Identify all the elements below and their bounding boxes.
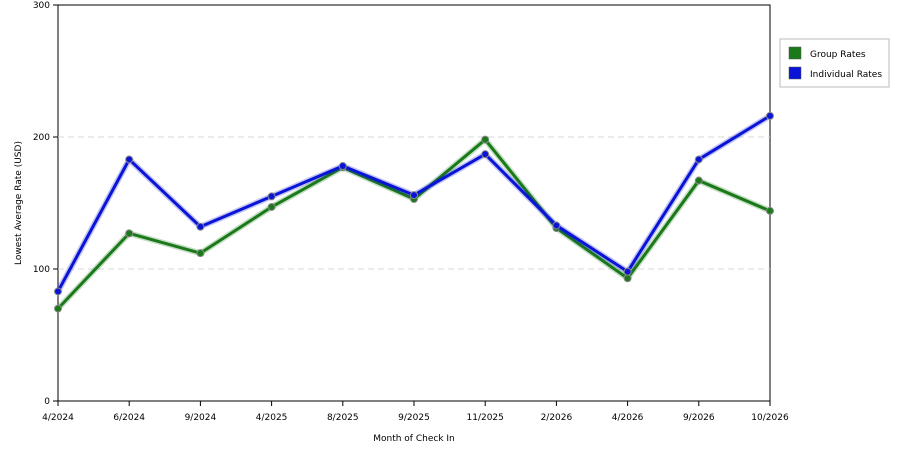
x-tick-label: 4/2024 <box>42 413 74 423</box>
data-point <box>267 202 276 211</box>
data-point <box>267 192 276 201</box>
x-tick-label: 10/2026 <box>751 413 789 423</box>
legend-label-individual-rates: Individual Rates <box>810 70 882 80</box>
y-tick-label: 200 <box>33 133 50 143</box>
y-tick-label: 300 <box>33 1 50 11</box>
x-tick-label: 9/2025 <box>398 413 430 423</box>
x-tick-label: 4/2025 <box>256 413 288 423</box>
data-point <box>766 206 774 215</box>
data-point <box>338 162 347 171</box>
x-tick-label: 6/2024 <box>113 413 145 423</box>
series-lines <box>54 111 774 313</box>
legend: Group Rates Individual Rates <box>779 38 890 88</box>
series-individual-rates <box>54 111 774 296</box>
x-tick-label: 11/2025 <box>467 413 504 423</box>
data-point <box>196 222 205 231</box>
data-point <box>694 176 703 185</box>
y-tick-label: 100 <box>33 265 50 275</box>
data-point <box>54 287 62 296</box>
data-point <box>410 191 418 200</box>
data-point <box>125 155 134 164</box>
x-tick-label: 9/2026 <box>683 413 715 423</box>
x-tick-label: 8/2025 <box>327 413 359 423</box>
axes: 0 100 200 300 4/2024 6/2024 9/2024 4/2025 8/2025… <box>33 1 789 423</box>
y-axis-title: Lowest Average Rate (USD) <box>14 141 24 265</box>
data-point <box>694 155 703 164</box>
legend-label-group-rates: Group Rates <box>810 50 866 60</box>
y-tick-label: 0 <box>44 397 50 407</box>
data-point <box>54 304 62 313</box>
data-point <box>196 249 205 258</box>
data-point <box>552 221 561 230</box>
gridlines <box>58 136 770 270</box>
x-axis-title: Month of Check In <box>373 434 455 444</box>
x-tick-label: 4/2026 <box>612 413 644 423</box>
data-point <box>623 274 632 283</box>
data-point <box>766 111 774 120</box>
x-tick-label: 9/2024 <box>185 413 217 423</box>
data-point <box>481 135 490 144</box>
legend-swatch-individual-rates <box>788 66 802 80</box>
legend-swatch-group-rates <box>788 46 802 60</box>
data-point <box>125 229 134 238</box>
data-point <box>481 150 490 159</box>
x-tick-label: 2/2026 <box>541 413 573 423</box>
data-point <box>623 267 632 276</box>
